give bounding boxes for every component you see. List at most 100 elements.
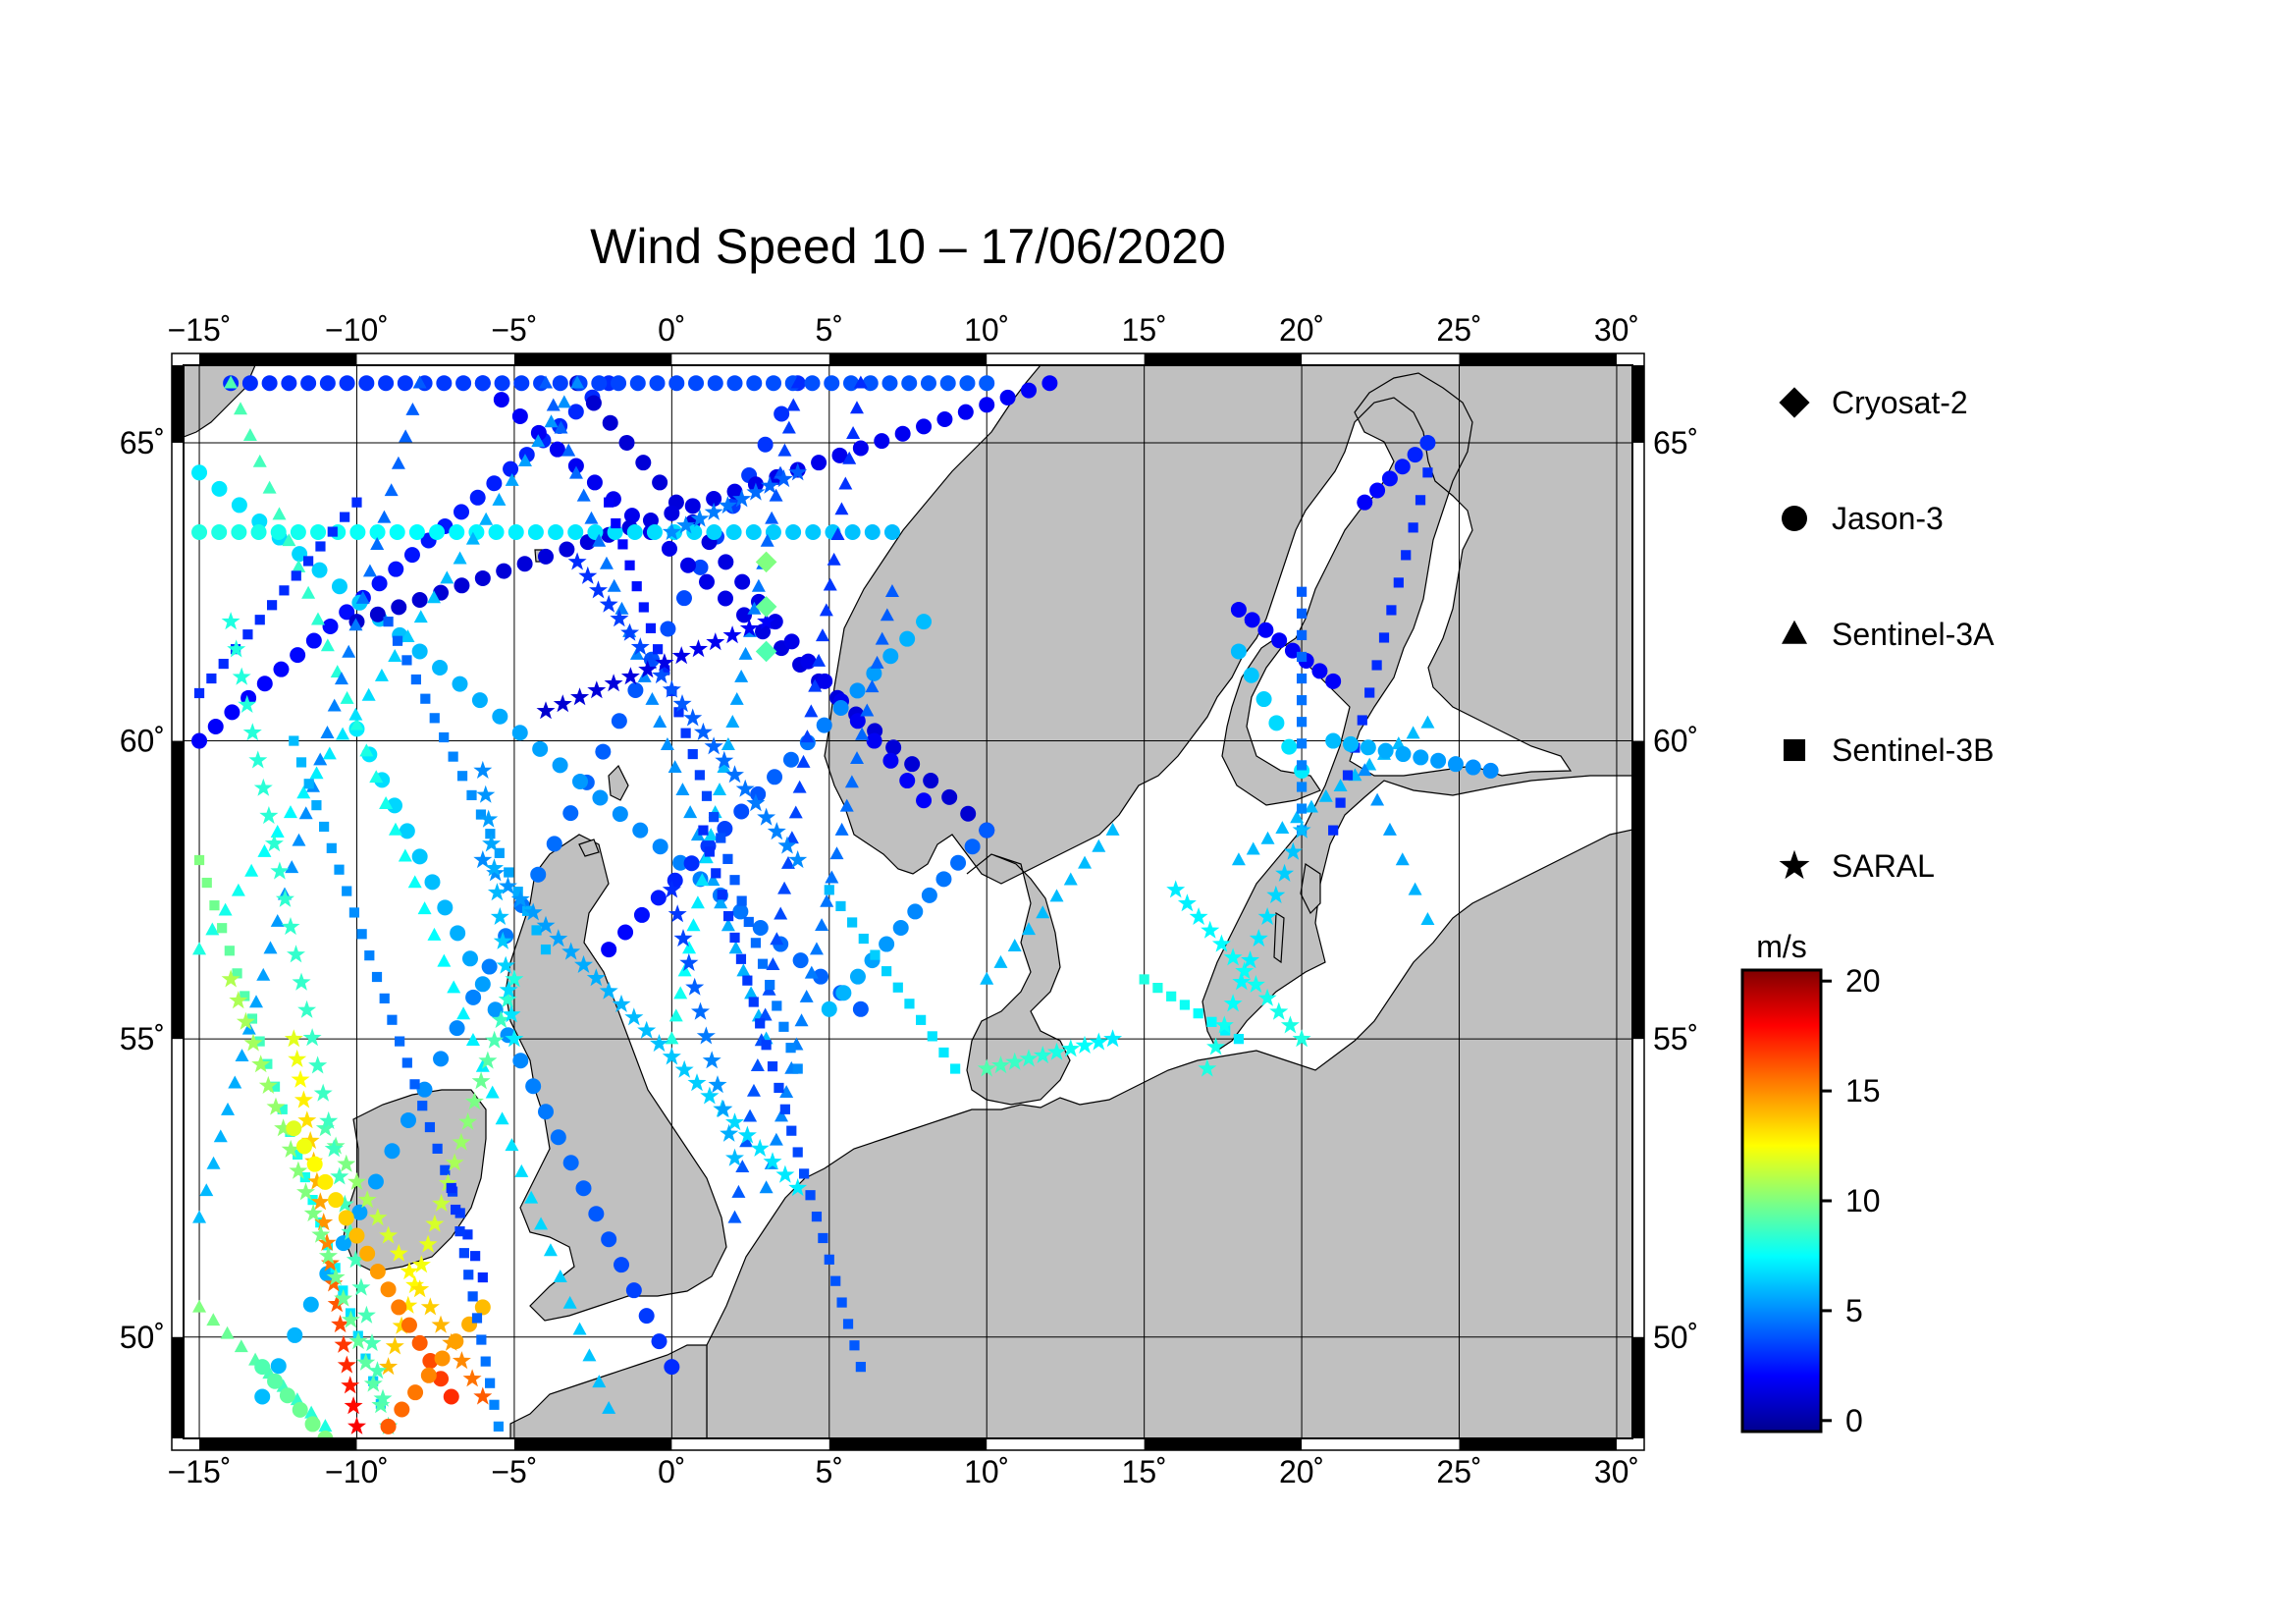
track-point (462, 1369, 482, 1387)
track-point (464, 1092, 484, 1110)
border-segment (172, 365, 184, 443)
track-point (554, 420, 568, 434)
track-point (234, 402, 248, 415)
track-point (1089, 1032, 1108, 1051)
track-point (289, 735, 299, 746)
track-point (249, 995, 264, 1008)
track-point (377, 510, 392, 523)
track-point (769, 488, 783, 502)
track-point (652, 474, 668, 491)
track-point (505, 472, 519, 486)
track-point (369, 770, 384, 784)
track-point (254, 1359, 271, 1376)
track-point (782, 751, 799, 768)
track-point (1103, 1029, 1123, 1048)
track-point (599, 594, 618, 613)
track-point (744, 986, 759, 1000)
track-point (760, 533, 774, 547)
track-point (572, 1322, 587, 1335)
track-point (723, 910, 734, 922)
track-point (1296, 695, 1308, 706)
track-point (750, 1138, 770, 1157)
track-point (746, 375, 763, 392)
track-point (1357, 715, 1367, 726)
track-point (767, 822, 786, 840)
track-point (266, 1097, 286, 1115)
track-point (732, 489, 752, 508)
track-point (517, 454, 532, 467)
track-point (653, 715, 667, 728)
track-point (999, 389, 1016, 406)
track-point (485, 1378, 496, 1388)
track-point (369, 606, 386, 622)
track-point (813, 968, 829, 985)
track-point (432, 1193, 452, 1212)
colorbar-tick-label: 20 (1845, 963, 1881, 999)
track-point (546, 836, 562, 852)
track-point (206, 1313, 221, 1326)
track-point (881, 375, 898, 392)
track-point (672, 854, 689, 871)
track-point (774, 1109, 789, 1122)
track-point (417, 1101, 428, 1111)
track-point (745, 524, 762, 541)
track-point (1152, 983, 1163, 994)
track-point (310, 524, 327, 541)
track-point (735, 779, 755, 797)
track-point (629, 375, 646, 392)
track-point (736, 607, 753, 623)
track-point (499, 876, 517, 894)
track-point (1335, 797, 1346, 808)
border-segment (172, 740, 184, 1040)
track-point (400, 1317, 417, 1333)
track-point (251, 1055, 271, 1073)
track-point (328, 1192, 345, 1209)
track-point (792, 1147, 803, 1158)
track-point (662, 679, 681, 698)
track-point (1296, 629, 1308, 641)
lon-tick-label-bottom: −10˚ (325, 1454, 389, 1489)
track-point (1318, 788, 1333, 802)
track-point (1281, 738, 1298, 755)
track-point (296, 1182, 315, 1201)
track-point (1422, 467, 1433, 478)
track-point (562, 805, 579, 822)
track-point (335, 1235, 351, 1252)
track-point (221, 1102, 236, 1115)
track-point (734, 573, 751, 590)
track-point (440, 1164, 451, 1175)
track-point (492, 492, 507, 506)
track-point (766, 375, 782, 392)
track-point (512, 887, 523, 897)
track-point (757, 612, 776, 630)
track-point (601, 1231, 617, 1248)
land-oland (1273, 911, 1285, 964)
track-point (262, 1058, 273, 1069)
track-point (567, 524, 584, 541)
track-point (852, 1001, 869, 1017)
track-point (718, 554, 734, 570)
track-point (809, 942, 824, 955)
track-point (206, 1156, 221, 1169)
track-point (601, 942, 617, 958)
track-point (326, 1268, 346, 1286)
track-point (885, 739, 902, 756)
lat-tick-label-right: 50˚ (1653, 1320, 1698, 1355)
track-point (649, 375, 666, 392)
track-point (409, 1079, 420, 1090)
track-point (759, 1180, 774, 1194)
track-point (691, 1001, 710, 1020)
track-point (467, 1291, 478, 1302)
track-point (767, 614, 783, 630)
track-point (875, 631, 889, 645)
track-point (322, 618, 339, 634)
track-point (477, 1271, 488, 1283)
track-point (980, 971, 994, 985)
track-point (349, 524, 366, 541)
track-point (318, 1419, 333, 1433)
track-point (751, 578, 766, 592)
track-point (452, 676, 468, 692)
track-point (368, 1361, 387, 1380)
track-point (536, 701, 556, 720)
track-point (1394, 459, 1411, 475)
